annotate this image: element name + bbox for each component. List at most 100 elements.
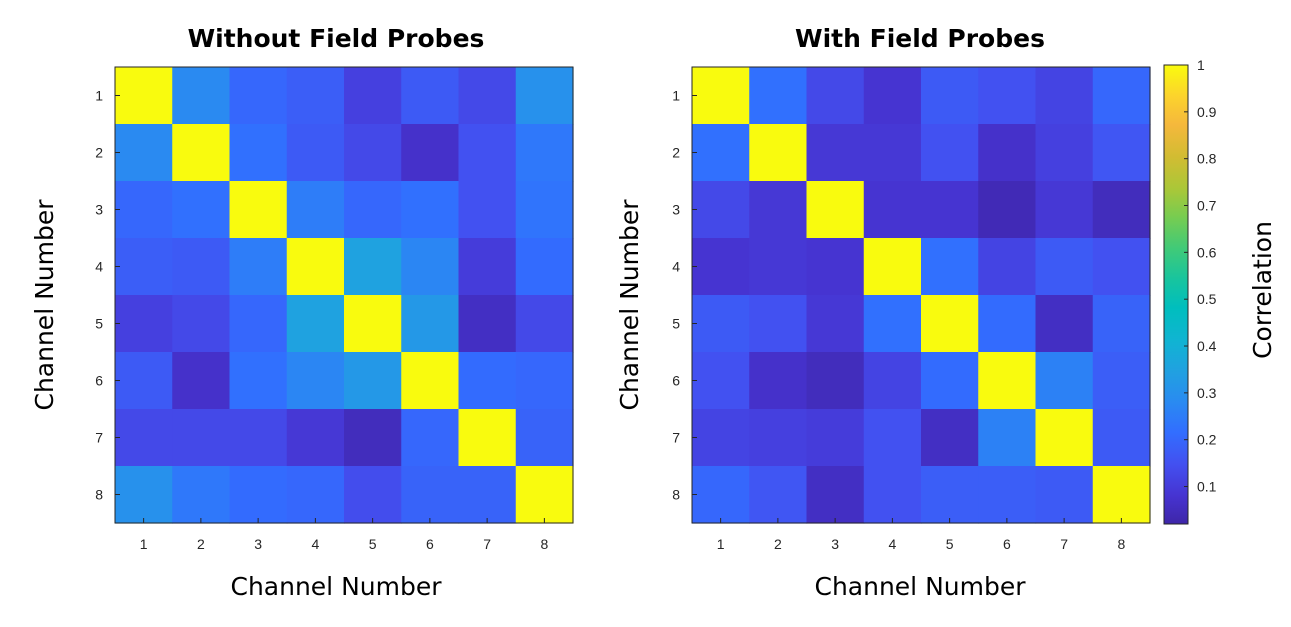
x-axis-label: Channel Number bbox=[814, 572, 1026, 601]
heatmap-cell-r2-c8 bbox=[515, 124, 574, 182]
heatmap-cell-r2-c4 bbox=[286, 124, 345, 182]
colorbar-tick-label: 0.7 bbox=[1197, 198, 1217, 214]
heatmap-cell-r5-c6 bbox=[978, 295, 1037, 353]
heatmap-cell-r3-c1 bbox=[115, 181, 173, 239]
heatmap-cell-r2-c7 bbox=[458, 124, 517, 182]
colorbar-gradient bbox=[1164, 65, 1188, 524]
colorbar-tick-label: 1 bbox=[1197, 57, 1205, 73]
chart-title: With Field Probes bbox=[795, 24, 1045, 53]
plot-frame bbox=[691, 66, 1151, 524]
heatmap-cell-r8-c7 bbox=[458, 466, 517, 524]
heatmap-cell-r5-c6 bbox=[401, 295, 460, 353]
heatmap-cell-r6-c4 bbox=[863, 352, 922, 410]
x-tick-label: 4 bbox=[888, 536, 896, 552]
x-tick-label: 5 bbox=[369, 536, 377, 552]
colorbar-tick-label: 0.8 bbox=[1197, 151, 1217, 167]
heatmap-cell-r4-c6 bbox=[978, 238, 1037, 296]
heatmap-cell-r3-c7 bbox=[1035, 181, 1094, 239]
heatmap-cell-r3-c6 bbox=[978, 181, 1037, 239]
heatmap-cell-r2-c5 bbox=[344, 124, 402, 182]
heatmap-cell-r8-c3 bbox=[806, 466, 865, 524]
heatmap-cell-r5-c8 bbox=[515, 295, 574, 353]
y-axis-label: Channel Number bbox=[30, 199, 59, 411]
heatmap-cell-r1-c2 bbox=[749, 67, 808, 125]
plot-frame bbox=[114, 66, 574, 524]
heatmap-cell-r8-c2 bbox=[749, 466, 808, 524]
heatmap-cell-r3-c8 bbox=[515, 181, 574, 239]
heatmap-cell-r8-c4 bbox=[863, 466, 922, 524]
heatmap-cell-r3-c5 bbox=[344, 181, 402, 239]
heatmap-cell-r6-c6 bbox=[978, 352, 1037, 410]
heatmap-cell-r7-c8 bbox=[1092, 409, 1151, 467]
heatmap-cell-r3-c2 bbox=[749, 181, 808, 239]
heatmap-cell-r2-c7 bbox=[1035, 124, 1094, 182]
heatmap-cell-r5-c5 bbox=[921, 295, 979, 353]
y-tick-label: 5 bbox=[672, 316, 680, 332]
y-tick-label: 3 bbox=[95, 202, 103, 218]
x-tick-label: 4 bbox=[311, 536, 319, 552]
heatmap-cell-r6-c8 bbox=[1092, 352, 1151, 410]
x-tick-label: 1 bbox=[140, 536, 148, 552]
heatmap-cell-r5-c2 bbox=[749, 295, 808, 353]
heatmap-cell-r4-c2 bbox=[749, 238, 808, 296]
heatmap-cell-r4-c3 bbox=[806, 238, 865, 296]
heatmap-cell-r7-c3 bbox=[806, 409, 865, 467]
heatmap-cell-r4-c7 bbox=[1035, 238, 1094, 296]
heatmap-cell-r7-c2 bbox=[172, 409, 231, 467]
x-axis-label: Channel Number bbox=[230, 572, 442, 601]
heatmap-cell-r7-c6 bbox=[401, 409, 460, 467]
colorbar-tick-label: 0.5 bbox=[1197, 291, 1217, 307]
y-tick-label: 8 bbox=[672, 487, 680, 503]
heatmap-cell-r6-c1 bbox=[692, 352, 750, 410]
heatmap-without-field-probes: Without Field Probes 1 2 3 4 5 6 7 8 1 2 3 4 5 6 7 8 C… bbox=[30, 24, 574, 601]
heatmap-cell-r5-c3 bbox=[806, 295, 865, 353]
heatmap-cell-r5-c5 bbox=[344, 295, 402, 353]
heatmap-cell-r1-c1 bbox=[692, 67, 750, 125]
heatmap-cell-r1-c4 bbox=[286, 67, 345, 125]
heatmap-cell-r2-c4 bbox=[863, 124, 922, 182]
chart-title: Without Field Probes bbox=[188, 24, 485, 53]
heatmap-cell-r4-c8 bbox=[515, 238, 574, 296]
y-tick-label: 7 bbox=[95, 430, 103, 446]
heatmap-cell-r5-c4 bbox=[286, 295, 345, 353]
heatmap-cell-r6-c6 bbox=[401, 352, 460, 410]
heatmap-cell-r4-c5 bbox=[344, 238, 402, 296]
heatmap-cell-r2-c2 bbox=[749, 124, 808, 182]
heatmap-cell-r5-c8 bbox=[1092, 295, 1151, 353]
heatmap-cell-r1-c6 bbox=[978, 67, 1037, 125]
colorbar-tick-label: 0.9 bbox=[1197, 104, 1217, 120]
heatmap-cell-r2-c6 bbox=[401, 124, 460, 182]
y-tick-label: 1 bbox=[672, 88, 680, 104]
heatmap-cell-r2-c3 bbox=[806, 124, 865, 182]
heatmap-cell-r5-c1 bbox=[692, 295, 750, 353]
y-tick-label: 3 bbox=[672, 202, 680, 218]
heatmap-cell-r3-c7 bbox=[458, 181, 517, 239]
heatmap-cell-r1-c2 bbox=[172, 67, 231, 125]
x-tick-label: 7 bbox=[483, 536, 491, 552]
heatmap-cell-r4-c2 bbox=[172, 238, 231, 296]
heatmap-cell-r3-c4 bbox=[863, 181, 922, 239]
x-tick-label: 6 bbox=[426, 536, 434, 552]
heatmap-cell-r7-c4 bbox=[286, 409, 345, 467]
heatmap-cell-r6-c4 bbox=[286, 352, 345, 410]
heatmap-cell-r1-c5 bbox=[344, 67, 402, 125]
colorbar-tick-label: 0.1 bbox=[1197, 479, 1217, 495]
heatmap-cell-r6-c8 bbox=[515, 352, 574, 410]
heatmap-cell-r7-c6 bbox=[978, 409, 1037, 467]
heatmap-cell-r7-c5 bbox=[344, 409, 402, 467]
heatmap-cell-r5-c3 bbox=[229, 295, 288, 353]
heatmap-cell-r3-c1 bbox=[692, 181, 750, 239]
heatmap-cell-r3-c6 bbox=[401, 181, 460, 239]
heatmap-cell-r8-c7 bbox=[1035, 466, 1094, 524]
heatmap-cell-r7-c1 bbox=[115, 409, 173, 467]
heatmap-cell-r8-c5 bbox=[344, 466, 402, 524]
x-tick-label: 5 bbox=[946, 536, 954, 552]
heatmap-cell-r5-c2 bbox=[172, 295, 231, 353]
heatmap-cell-r8-c8 bbox=[515, 466, 574, 524]
heatmap-cell-r8-c5 bbox=[921, 466, 979, 524]
heatmap-cell-r5-c7 bbox=[1035, 295, 1094, 353]
heatmap-cell-r2-c1 bbox=[692, 124, 750, 182]
colorbar-label: Correlation bbox=[1248, 221, 1277, 359]
heatmap-cell-r2-c1 bbox=[115, 124, 173, 182]
